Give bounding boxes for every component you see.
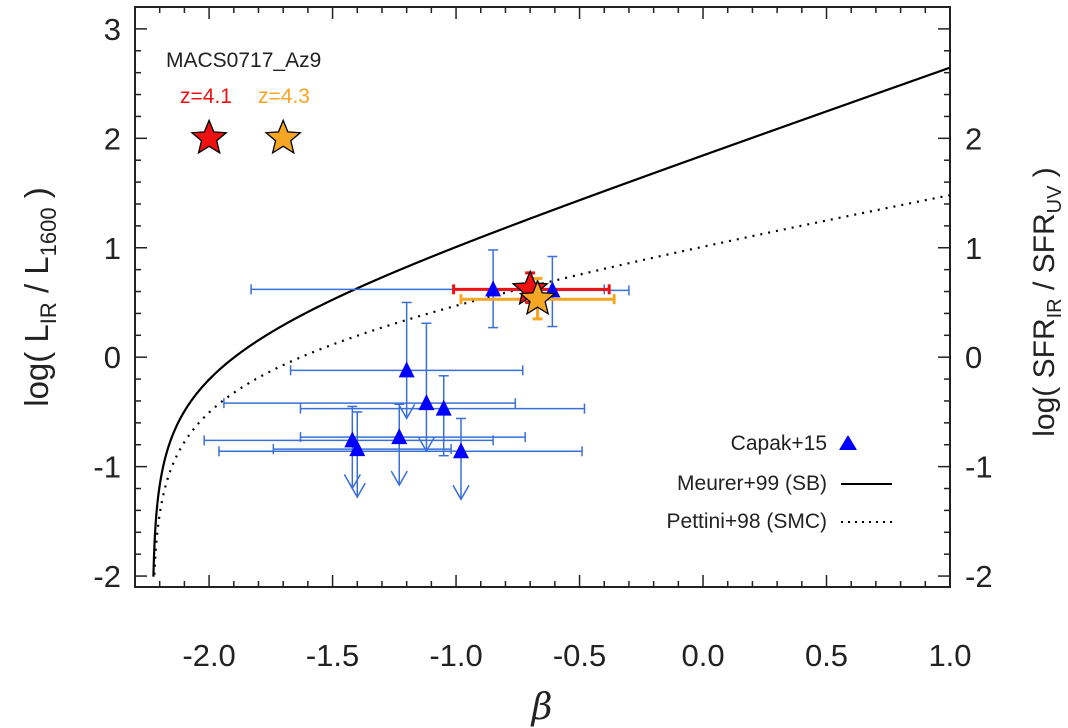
y-left-tick-label: 0 bbox=[104, 340, 121, 375]
capak-limit-arrow bbox=[452, 484, 470, 501]
x-tick-label: 1.0 bbox=[928, 638, 971, 673]
annotation-z43-label: z=4.3 bbox=[258, 85, 310, 108]
y-left-part-sub2: 1600 bbox=[36, 207, 61, 256]
y-right-part-mid: / SFR bbox=[1028, 213, 1061, 298]
capak-triangle bbox=[453, 442, 469, 459]
y-right-tick-label: -2 bbox=[965, 559, 993, 594]
capak-triangle bbox=[485, 280, 502, 297]
y-right-tick-label: 1 bbox=[965, 231, 982, 266]
legend-label-meurer: Meurer+99 (SB) bbox=[677, 472, 827, 495]
x-tick-label: -0.5 bbox=[553, 638, 606, 673]
x-tick-label: 0.5 bbox=[805, 638, 848, 673]
capak-triangle bbox=[435, 399, 452, 416]
plot-frame bbox=[134, 6, 951, 588]
annotation-title: MACS0717_Az9 bbox=[166, 49, 321, 72]
y-right-part-end: ) bbox=[1028, 167, 1061, 185]
y-axis-title-left: log( LIR / L1600 ) bbox=[18, 187, 61, 407]
capak-triangle bbox=[391, 428, 408, 445]
y-left-tick-label: 3 bbox=[104, 12, 121, 47]
x-tick-labels: -2.0 -1.5 -1.0 -0.5 0.0 0.5 1.0 bbox=[182, 638, 971, 673]
model-curves bbox=[152, 66, 950, 577]
y-left-tick-label: -1 bbox=[93, 450, 121, 485]
x-tick-label: -1.0 bbox=[429, 638, 482, 673]
y-right-tick-labels: -2 -1 0 1 2 bbox=[965, 121, 993, 594]
y-right-part-sub1: IR bbox=[1044, 298, 1066, 318]
y-left-tick-label: 1 bbox=[104, 231, 121, 266]
capak-limit-arrow bbox=[390, 470, 408, 487]
capak-triangle bbox=[418, 394, 435, 411]
data-markers bbox=[190, 118, 561, 459]
error-bars bbox=[203, 249, 630, 501]
y-right-tick-label: -1 bbox=[965, 450, 993, 485]
x-tick-label: -1.5 bbox=[306, 638, 359, 673]
x-tick-label: 0.0 bbox=[681, 638, 724, 673]
capak-limit-arrow bbox=[348, 482, 366, 499]
legend: Capak+15 Meurer+99 (SB) Pettini+98 (SMC) bbox=[667, 432, 892, 533]
y-left-part-mid: / L bbox=[18, 256, 55, 302]
capak-triangle bbox=[349, 440, 366, 457]
legend-triangle-icon bbox=[839, 435, 857, 450]
x-tick-label: -2.0 bbox=[182, 638, 235, 673]
y-right-tick-label: 0 bbox=[965, 340, 982, 375]
legend-label-capak: Capak+15 bbox=[731, 432, 827, 455]
y-right-tick-label: 2 bbox=[965, 121, 982, 156]
y-left-tick-label: 2 bbox=[104, 121, 121, 156]
y-right-part-sub2: UV bbox=[1044, 185, 1066, 213]
capak-triangle bbox=[398, 361, 415, 378]
y-left-part-base: log( L bbox=[18, 324, 55, 407]
x-axis-title: β bbox=[530, 687, 553, 728]
meurer-curve bbox=[152, 66, 950, 577]
axis-ticks bbox=[135, 7, 951, 587]
y-left-part-end: ) bbox=[18, 187, 55, 207]
y-right-part-base: log( SFR bbox=[1028, 318, 1061, 436]
annotation-z41-label: z=4.1 bbox=[180, 85, 232, 108]
y-axis-title-right: log( SFRIR / SFRUV ) bbox=[1028, 167, 1066, 437]
az9-star-z=4.3 bbox=[518, 279, 557, 316]
y-left-tick-label: -2 bbox=[93, 559, 121, 594]
pettini-curve bbox=[153, 194, 950, 575]
annotation-star-marker bbox=[190, 118, 228, 155]
annotation-star-marker bbox=[264, 118, 302, 155]
legend-label-pettini: Pettini+98 (SMC) bbox=[667, 510, 827, 533]
y-left-tick-labels: -2 -1 0 1 2 3 bbox=[93, 12, 121, 594]
y-left-part-sub1: IR bbox=[36, 302, 61, 324]
